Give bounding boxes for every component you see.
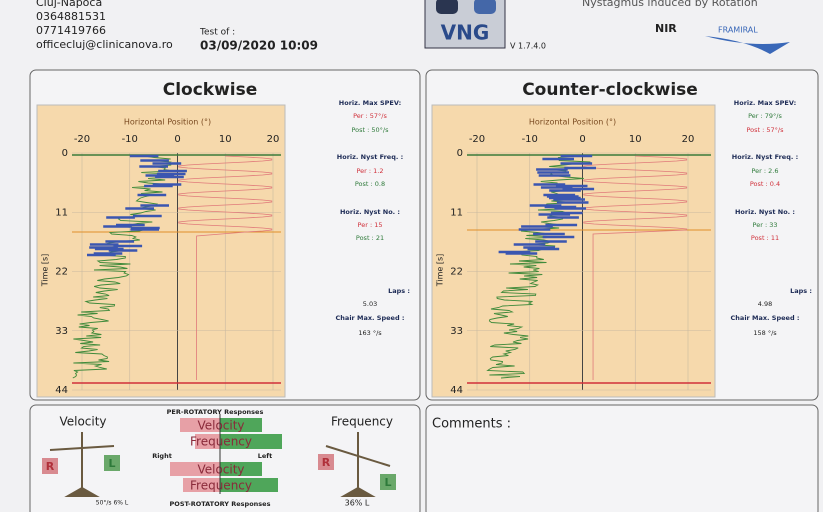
phone: 0771419766 <box>36 24 106 37</box>
x-tick-label: -20 <box>469 134 485 145</box>
stat-value: Per : 2.6 <box>751 167 778 175</box>
stat-value: 163 °/s <box>358 329 382 337</box>
stat-label: Chair Max. Speed : <box>336 314 405 322</box>
stat-value: Post : 50°/s <box>351 126 389 134</box>
scale-l: L <box>108 457 115 470</box>
stat-label: Horiz. Max SPEV: <box>339 99 401 107</box>
y-tick-label: 22 <box>55 267 68 278</box>
plot-bg <box>432 105 715 397</box>
comments-label: Comments : <box>432 417 511 432</box>
stat-value: Post : 57°/s <box>746 126 784 134</box>
y-tick-label: 22 <box>450 267 463 278</box>
subtitle: Nystagmus induced by Rotation <box>582 0 758 9</box>
x-tick-label: -10 <box>522 134 538 145</box>
y-tick-label: 33 <box>450 326 463 337</box>
x-axis-label: Horizontal Position (°) <box>529 118 616 127</box>
x-tick-label: 20 <box>267 134 280 145</box>
logo-shape <box>474 0 496 14</box>
stat-value: 4.98 <box>758 300 772 308</box>
x-tick-label: 20 <box>682 134 695 145</box>
panel-title: Clockwise <box>163 80 258 100</box>
stat-value: Per : 79°/s <box>748 112 782 120</box>
x-tick-label: 10 <box>629 134 642 145</box>
stat-label: Horiz. Nyst Freq. : <box>732 153 798 161</box>
stat-label: Laps : <box>790 287 812 295</box>
x-tick-label: -10 <box>122 134 138 145</box>
y-tick-label: 33 <box>55 326 68 337</box>
stat-label: Chair Max. Speed : <box>731 314 800 322</box>
logo-text: VNG <box>441 21 490 45</box>
stat-label: Laps : <box>388 287 410 295</box>
stat-value: Post : 21 <box>356 234 384 242</box>
y-tick-label: 44 <box>55 385 68 396</box>
stat-value: Post : 0.8 <box>355 180 385 188</box>
post-title: POST-ROTATORY Responses <box>170 500 271 508</box>
velocity-title: Velocity <box>59 415 106 429</box>
x-axis-label: Horizontal Position (°) <box>124 118 211 127</box>
version: V 1.7.4.0 <box>510 42 546 51</box>
stat-value: Per : 15 <box>358 221 383 229</box>
x-tick-label: 0 <box>579 134 585 145</box>
test-label: Test of : <box>199 28 235 38</box>
y-axis-label: Time [s] <box>436 254 445 288</box>
y-tick-label: 11 <box>55 207 68 218</box>
bar-label: Frequency <box>190 435 252 449</box>
stat-label: Horiz. Nyst No. : <box>340 208 400 216</box>
left-label: Left <box>258 452 273 460</box>
stat-label: Horiz. Max SPEV: <box>734 99 796 107</box>
stat-value: Per : 1.2 <box>356 167 383 175</box>
bar-label: Velocity <box>197 463 244 477</box>
stat-value: Per : 57°/s <box>353 112 387 120</box>
scale-l: L <box>384 476 391 489</box>
y-tick-label: 0 <box>457 148 463 159</box>
report: Cluj-Napoca 0364881531 0771419766 office… <box>0 0 823 512</box>
panel-title: Counter-clockwise <box>522 80 698 100</box>
test-date: 03/09/2020 10:09 <box>200 39 318 53</box>
logo-shape <box>436 0 458 14</box>
velocity-note: 50°/s 6% L <box>96 500 129 507</box>
x-tick-label: -20 <box>74 134 90 145</box>
stat-label: Horiz. Nyst Freq. : <box>337 153 403 161</box>
stat-value: 158 °/s <box>753 329 777 337</box>
stat-value: Post : 11 <box>751 234 779 242</box>
stat-value: Post : 0.4 <box>750 180 780 188</box>
y-tick-label: 11 <box>450 207 463 218</box>
frequency-title: Frequency <box>331 415 393 429</box>
right-label: Right <box>152 452 172 460</box>
phone: 0364881531 <box>36 10 106 23</box>
city: Cluj-Napoca <box>36 0 102 9</box>
bar-label: Velocity <box>197 419 244 433</box>
x-tick-label: 10 <box>219 134 232 145</box>
plot-bg <box>37 105 285 397</box>
email: officecluj@clinicanova.ro <box>36 38 173 51</box>
stat-label: Horiz. Nyst No. : <box>735 208 795 216</box>
mode: NIR <box>655 22 677 35</box>
stat-value: Per : 33 <box>753 221 778 229</box>
y-tick-label: 0 <box>62 148 68 159</box>
y-tick-label: 44 <box>450 385 463 396</box>
y-axis-label: Time [s] <box>41 254 50 288</box>
bar-label: Frequency <box>190 479 252 493</box>
scale-r: R <box>322 456 331 469</box>
stat-value: 5.03 <box>363 300 377 308</box>
x-tick-label: 0 <box>174 134 180 145</box>
brand: FRAMIRAL <box>718 26 758 35</box>
scale-r: R <box>46 460 55 473</box>
per-title: PER-ROTATORY Responses <box>167 408 264 416</box>
frequency-note: 36% L <box>345 499 370 508</box>
